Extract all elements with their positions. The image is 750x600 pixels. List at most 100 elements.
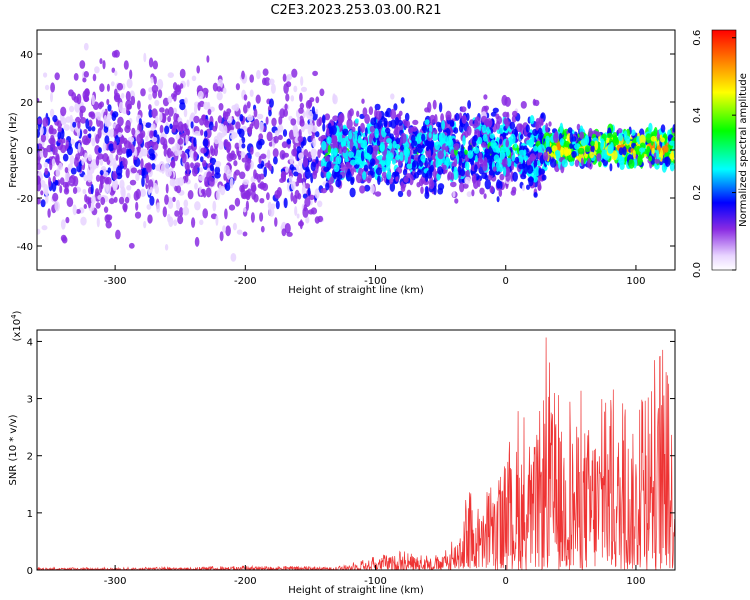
spectrogram-cell [549,158,557,168]
spectrogram-cell [234,197,241,207]
spectrogram-cell [413,140,418,147]
snr-scale-label: (x104) [10,310,23,341]
spectrogram-cell [430,139,435,147]
spectrogram-cell [112,111,119,118]
spectrogram-cell [44,189,49,196]
spectrogram-cell [360,158,365,166]
spectrogram-cell [454,112,460,121]
spectrogram-cell [302,181,306,193]
spectrogram-cell [314,188,320,199]
spectrogram-cell [94,66,100,74]
spectrogram-cell [389,181,396,192]
spectrogram-cell [319,88,325,97]
spectrogram-cell [567,127,573,134]
spectrogram-cell [152,182,158,189]
spectrogram-cell [212,125,218,132]
spectrogram-cell [266,149,271,160]
spectrogram-cell [452,191,456,198]
spectrogram-cell [406,163,413,170]
spectrogram-cell [460,106,467,113]
spectrogram-cell [298,107,304,114]
spectrogram-cell [377,175,381,186]
spectrogram-cell [462,135,466,146]
colorbar-tick-label: 0.4 [692,107,703,123]
snr-x-label: Height of straight line (km) [288,585,424,596]
spectrogram-x-tick-label: -100 [364,276,387,287]
spectrogram-cell [69,114,73,123]
spectrogram-cell [589,151,595,159]
spectrogram-cell [502,111,509,118]
spectrogram-cell [326,169,330,181]
spectrogram-cell [134,211,142,219]
spectrogram-cell [113,49,120,58]
spectrogram-cell [141,148,148,157]
spectrogram-cell [113,140,117,151]
spectrogram-cell [324,155,331,162]
snr-x-tick-label: -100 [364,576,387,587]
spectrogram-cell [331,135,338,145]
spectrogram-cell [270,83,276,94]
spectrogram-cell [43,147,48,159]
spectrogram-cell [464,176,471,185]
spectrogram-cell [503,166,507,177]
spectrogram-cell [274,130,280,136]
spectrogram-cell [179,207,184,217]
spectrogram-cell [305,216,310,224]
spectrogram-cell [181,153,187,164]
spectrogram-cell [230,133,236,140]
spectrogram-cell [115,123,121,135]
spectrogram-cell [298,152,304,160]
spectrogram-cell [129,69,133,80]
spectrogram-cell [529,153,536,162]
spectrogram-cell [345,161,351,169]
spectrogram-cell [186,164,190,175]
spectrogram-cell [305,108,311,119]
spectrogram-cell [483,193,487,200]
spectrogram-cell [172,119,179,129]
spectrogram-cell [193,137,197,148]
spectrogram-cell [229,177,234,189]
figure-title: C2E3.2023.253.03.00.R21 [270,3,441,18]
spectrogram-cell [240,151,246,159]
spectrogram-cell [184,97,188,105]
spectrogram-cell [106,121,112,127]
spectrogram-cell [181,133,186,138]
spectrogram-cell [596,153,602,162]
spectrogram-cell [398,159,402,167]
spectrogram-cell [635,145,642,156]
spectrogram-cell [241,136,246,144]
colorbar-tick-label: 0.2 [692,185,703,201]
spectrogram-cell [525,124,530,133]
spectrogram-cell [505,139,510,148]
spectrogram-cell [302,157,309,168]
spectrogram-cell [269,98,274,108]
spectrogram-cell [285,93,290,102]
spectrogram-cell [445,146,449,153]
spectrogram-cell [390,108,397,120]
spectrogram-cell [333,164,340,173]
spectrogram-cell [300,76,304,87]
spectrogram-cell [369,184,375,194]
spectrogram-cell [96,217,100,228]
spectrogram-cell [263,166,268,178]
spectrogram-cell [367,174,372,182]
spectrogram-cell [50,137,56,148]
spectrogram-cell [119,179,125,190]
spectrogram-cell [459,169,466,177]
spectrogram-cell [479,187,485,195]
spectrogram-cell [333,147,338,157]
spectrogram-cell [145,122,152,128]
spectrogram-cell [412,160,417,168]
spectrogram-cell [75,209,81,214]
spectrogram-cell [118,196,125,205]
spectrogram-cell [348,131,353,140]
spectrogram-cell [218,123,225,132]
spectrogram-cell [148,93,153,101]
spectrogram-cell [50,128,57,135]
spectrogram-cell [268,207,275,217]
spectrogram-cell [177,215,184,225]
spectrogram-cell [214,172,221,179]
spectrogram-cell [512,110,518,118]
spectrogram-cell [242,231,248,237]
spectrogram-cell [453,143,460,151]
